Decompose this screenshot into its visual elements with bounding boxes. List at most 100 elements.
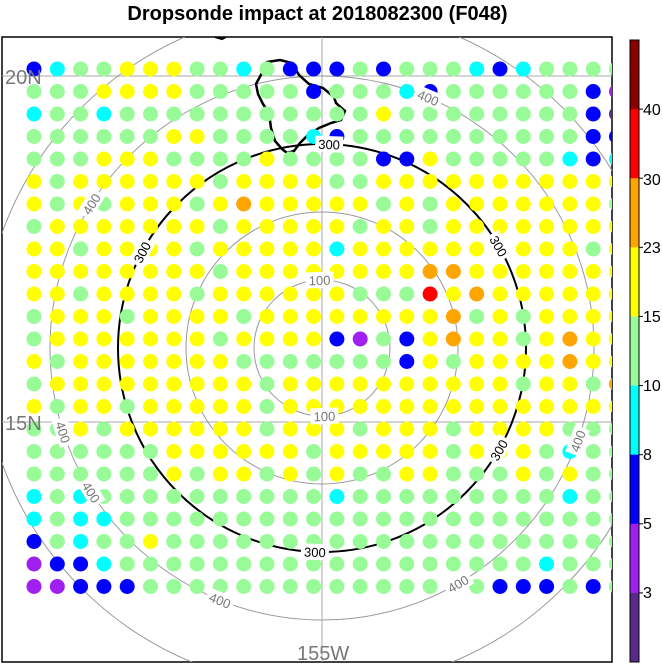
impact-dot — [259, 84, 275, 99]
ring-label-100: 100 — [310, 407, 339, 425]
impact-dot — [609, 490, 612, 503]
impact-dot — [282, 106, 298, 122]
impact-dot — [49, 106, 65, 122]
impact-dot — [609, 243, 612, 255]
impact-dot — [539, 196, 555, 212]
impact-dot — [282, 489, 298, 504]
impact-dot — [445, 286, 461, 302]
impact-dot — [49, 331, 65, 347]
impact-dot — [469, 219, 485, 234]
impact-dot — [562, 264, 578, 279]
impact-dot — [166, 421, 182, 437]
colorbar-label-40: 40 — [643, 102, 661, 119]
impact-dot — [306, 61, 322, 77]
impact-dot — [376, 219, 391, 234]
impact-dot — [539, 174, 555, 189]
impact-dot — [469, 84, 485, 99]
impact-dot — [562, 534, 578, 549]
impact-dot — [49, 174, 65, 189]
impact-dot — [656, 354, 662, 369]
impact-dot — [189, 61, 205, 77]
impact-dot — [515, 331, 531, 347]
impact-dot — [492, 354, 508, 369]
colorbar-bin — [630, 40, 639, 110]
impact-dot — [49, 84, 65, 99]
impact-dot — [119, 511, 135, 527]
impact-dot — [562, 556, 578, 572]
impact-dot — [119, 219, 135, 234]
impact-dot — [119, 376, 135, 392]
impact-dot — [166, 151, 182, 167]
impact-dot — [515, 556, 531, 572]
impact-dot — [282, 196, 298, 212]
impact-dot — [329, 241, 345, 257]
impact-dot — [143, 196, 158, 212]
impact-dot — [329, 444, 345, 459]
impact-dot — [376, 309, 391, 324]
impact-dot — [306, 354, 322, 369]
impact-dot — [282, 466, 298, 482]
impact-dot — [376, 151, 391, 167]
impact-dot — [515, 511, 531, 527]
impact-dot — [352, 444, 368, 459]
impact-dot — [282, 219, 298, 234]
impact-dot — [609, 265, 612, 278]
impact-dot — [422, 151, 438, 167]
colorbar-bin — [630, 592, 639, 663]
impact-dot — [166, 174, 182, 189]
impact-dot — [329, 489, 345, 504]
impact-dot — [166, 376, 182, 392]
impact-dot — [539, 354, 555, 369]
impact-dot — [96, 534, 112, 549]
impact-dot — [492, 219, 508, 234]
impact-dot — [259, 534, 275, 549]
impact-dot — [656, 219, 662, 234]
impact-dot — [352, 421, 368, 437]
colorbar-label-3: 3 — [643, 585, 652, 602]
impact-dot — [189, 309, 205, 324]
impact-dot — [96, 309, 112, 324]
impact-dot — [445, 106, 461, 122]
impact-dot — [189, 219, 205, 234]
impact-dot — [585, 219, 601, 234]
impact-dot — [26, 151, 42, 167]
impact-dot — [656, 332, 662, 347]
impact-dot — [236, 489, 252, 504]
impact-dot — [399, 106, 415, 122]
impact-dot — [189, 174, 205, 189]
impact-dot — [609, 85, 612, 98]
impact-dot — [236, 579, 252, 594]
impact-dot — [515, 421, 531, 437]
impact-dot — [445, 129, 461, 144]
impact-dot — [422, 556, 438, 572]
impact-dot — [376, 579, 391, 594]
impact-dot — [259, 309, 275, 324]
impact-dot — [143, 444, 158, 459]
impact-dot — [259, 421, 275, 437]
impact-dot — [422, 421, 438, 437]
impact-dot — [492, 556, 508, 572]
impact-dot — [189, 331, 205, 347]
impact-dot — [469, 421, 485, 437]
impact-dot — [143, 534, 158, 549]
impact-dot — [352, 106, 368, 122]
impact-dot — [422, 444, 438, 459]
impact-dot — [73, 534, 89, 549]
impact-dot — [585, 354, 601, 369]
impact-dot — [119, 444, 135, 459]
impact-dot — [469, 376, 485, 392]
impact-dot — [236, 264, 252, 279]
impact-dot — [282, 151, 298, 167]
impact-dot — [492, 579, 508, 594]
impact-dot — [585, 331, 601, 347]
impact-dot — [376, 241, 391, 257]
impact-dot — [143, 309, 158, 324]
impact-dot — [306, 219, 322, 234]
impact-dot — [609, 108, 612, 120]
impact-dot — [539, 399, 555, 414]
impact-dot — [609, 63, 612, 75]
impact-dot — [236, 84, 252, 99]
impact-dot — [539, 511, 555, 527]
impact-dot — [26, 264, 42, 279]
impact-dot — [96, 511, 112, 527]
